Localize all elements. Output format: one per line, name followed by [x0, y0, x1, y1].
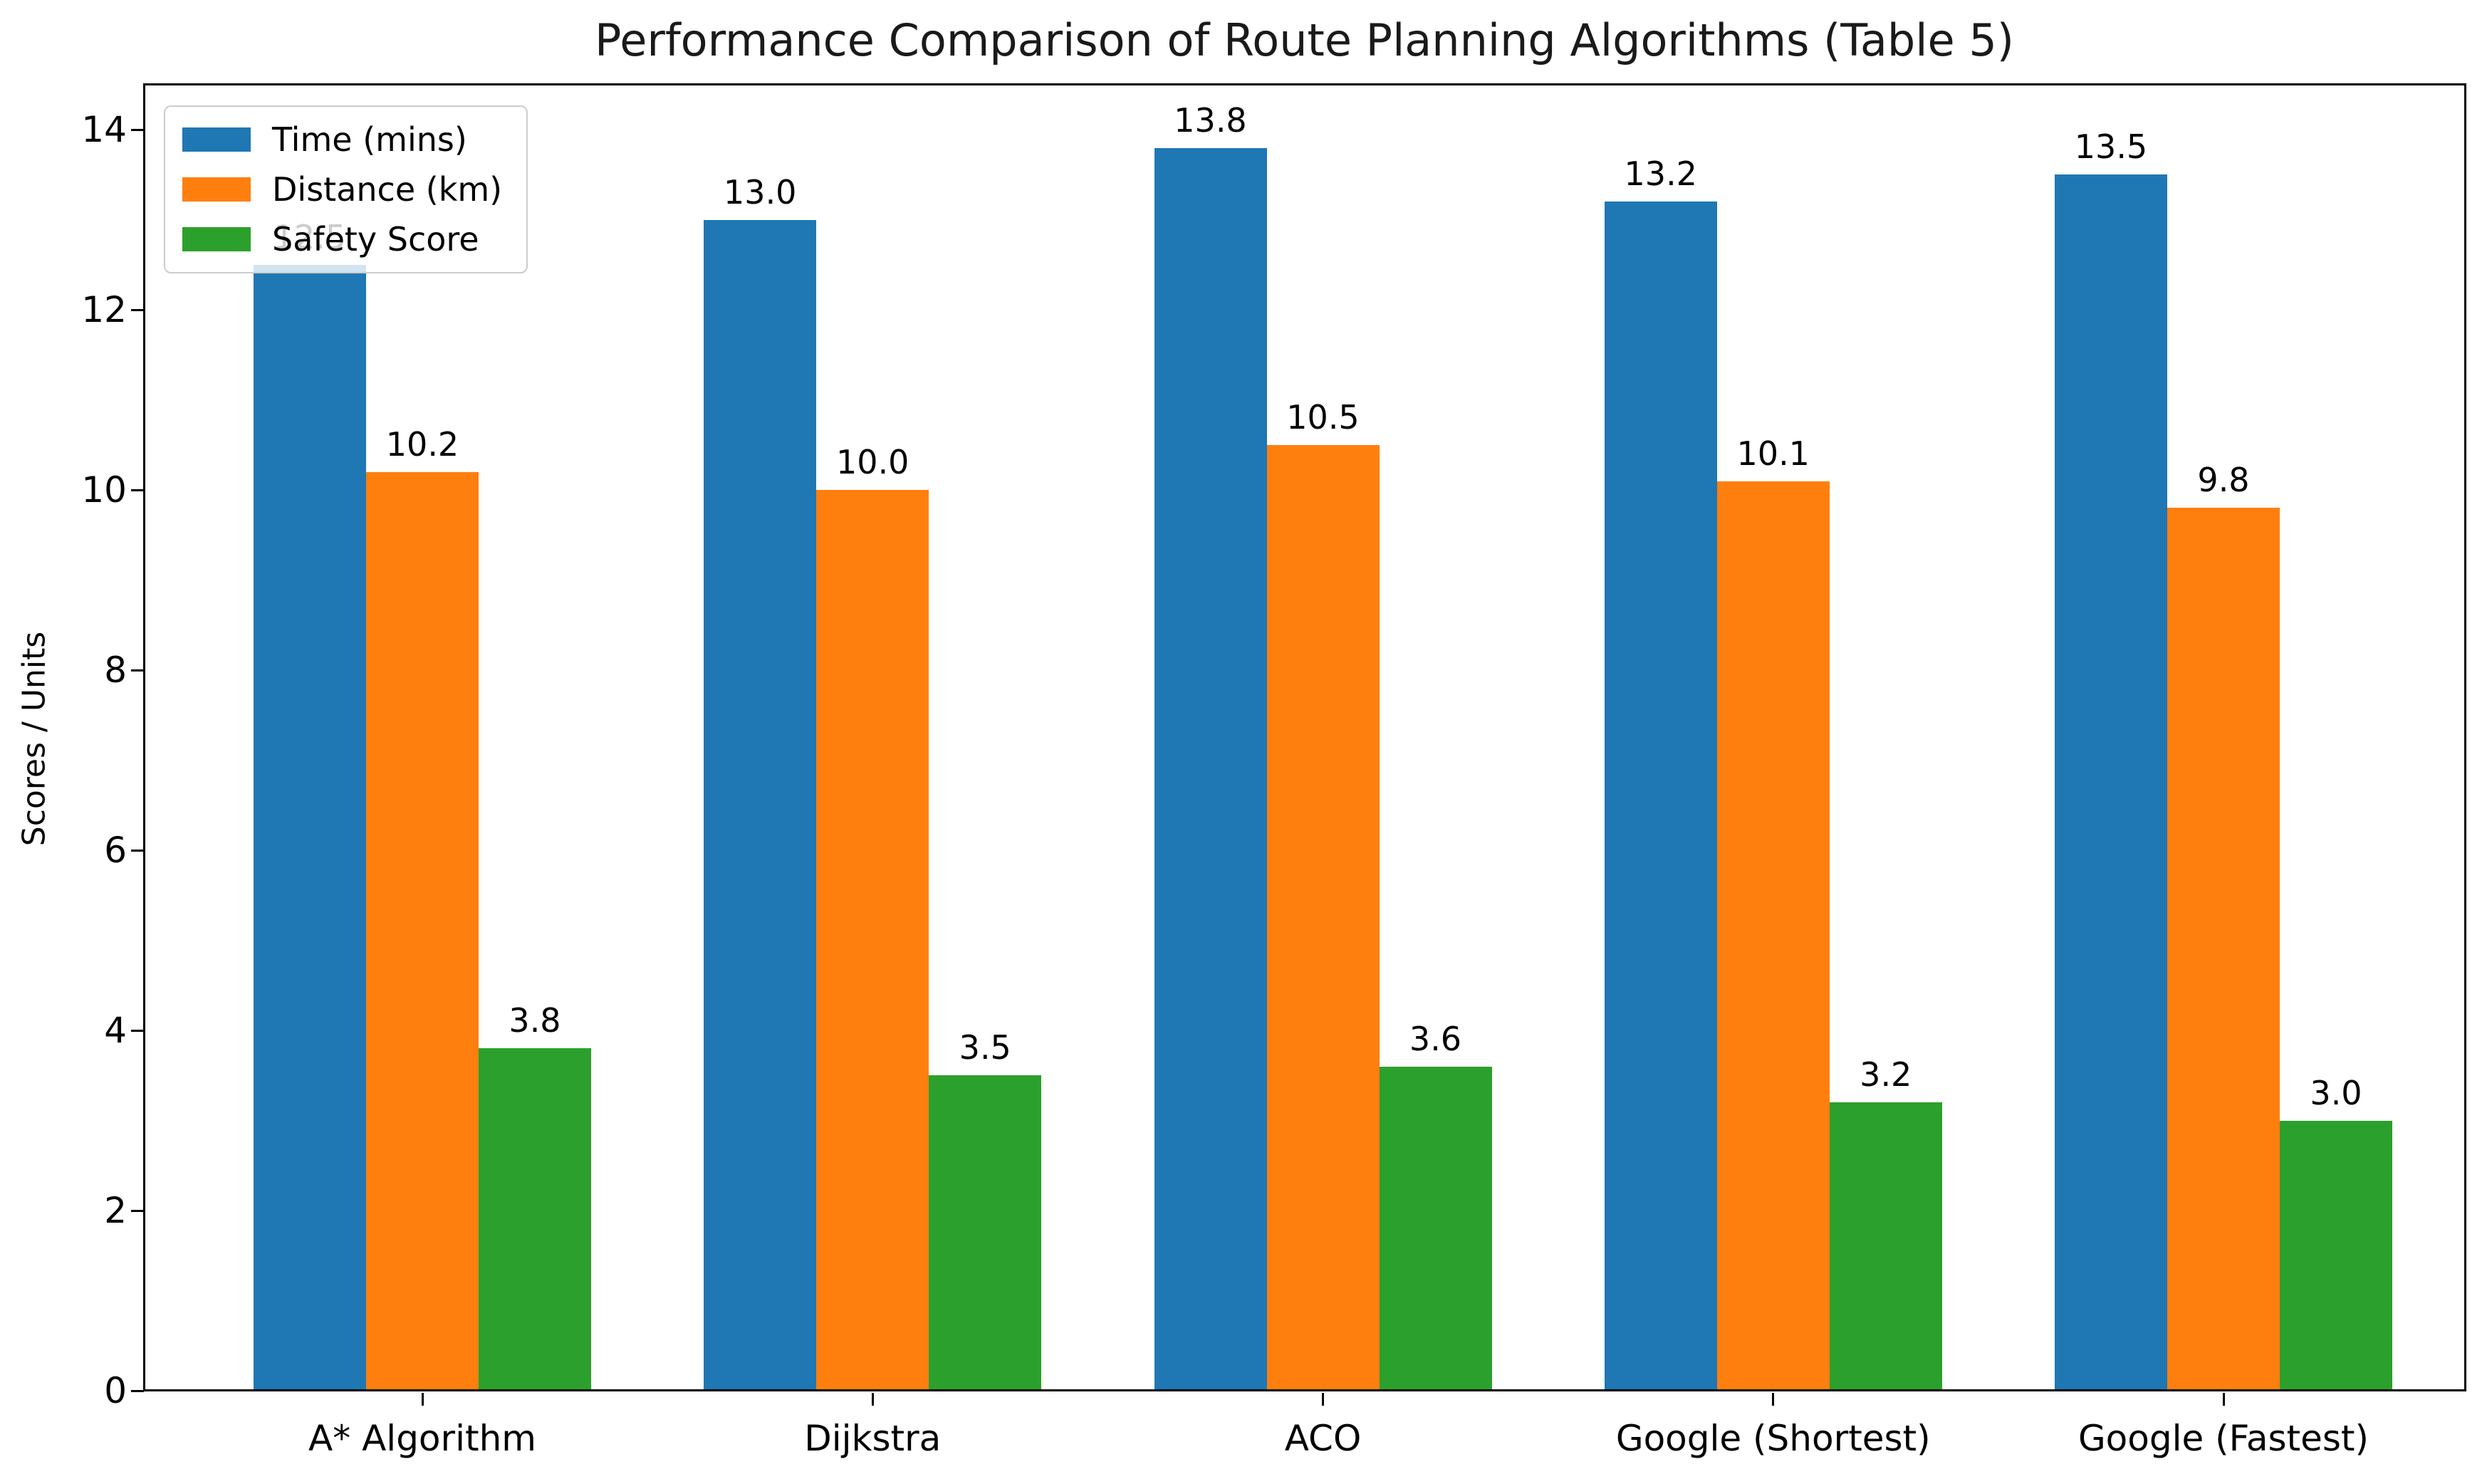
bar-value-label: 3.2 — [1860, 1055, 1912, 1094]
x-tick-label: A* Algorithm — [308, 1418, 536, 1459]
bar-time-mins — [2055, 174, 2167, 1391]
x-tick-mark — [421, 1393, 424, 1406]
y-tick-label: 6 — [104, 830, 127, 872]
y-tick-mark — [131, 488, 144, 491]
bar-value-label: 9.8 — [2197, 461, 2250, 500]
y-tick-mark — [131, 849, 144, 852]
y-tick-label: 12 — [81, 289, 127, 331]
legend-item-safety: Safety Score — [182, 221, 502, 258]
y-tick-mark — [131, 669, 144, 672]
bar-value-label: 13.0 — [724, 172, 797, 211]
bar-distance-km — [816, 490, 929, 1391]
bar-value-label: 10.0 — [836, 443, 909, 482]
bar-time-mins — [704, 219, 817, 1391]
bar-safety-score — [1379, 1066, 1492, 1391]
bar-time-mins — [254, 264, 366, 1391]
x-tick-mark — [1322, 1393, 1324, 1406]
y-tick-mark — [131, 308, 144, 311]
bar-value-label: 13.8 — [1174, 100, 1247, 140]
legend-swatch-safety-icon — [182, 227, 251, 251]
y-axis-label: Scores / Units — [16, 631, 53, 847]
legend-swatch-distance-icon — [182, 177, 251, 202]
bar-value-label: 3.8 — [509, 1001, 561, 1040]
bar-safety-score — [2280, 1120, 2392, 1391]
y-tick-mark — [131, 128, 144, 131]
y-tick-label: 10 — [81, 469, 127, 511]
bar-safety-score — [929, 1075, 1042, 1391]
bar-value-label: 3.5 — [959, 1028, 1011, 1067]
bar-value-label: 3.6 — [1409, 1019, 1462, 1058]
x-tick-label: ACO — [1284, 1418, 1362, 1459]
chart-title: Performance Comparison of Route Planning… — [595, 14, 2014, 66]
bar-value-label: 10.2 — [385, 424, 459, 464]
y-tick-label: 4 — [104, 1010, 127, 1052]
bar-distance-km — [1716, 481, 1830, 1391]
x-tick-label: Google (Shortest) — [1615, 1418, 1931, 1459]
bar-safety-score — [479, 1048, 591, 1391]
y-tick-mark — [131, 1209, 144, 1212]
legend-label-distance: Distance (km) — [272, 170, 503, 209]
bar-value-label: 10.1 — [1736, 434, 1810, 473]
bar-safety-score — [1829, 1102, 1942, 1391]
legend-item-distance: Distance (km) — [182, 171, 502, 208]
legend-label-time: Time (mins) — [272, 120, 467, 159]
x-tick-mark — [871, 1393, 874, 1406]
x-tick-label: Dijkstra — [804, 1418, 942, 1459]
bar-value-label: 10.5 — [1286, 397, 1360, 437]
bar-value-label: 13.2 — [1624, 155, 1697, 194]
legend-swatch-time-icon — [182, 127, 251, 152]
bar-distance-km — [1266, 444, 1380, 1391]
bar-distance-km — [2167, 508, 2280, 1391]
x-tick-mark — [2222, 1393, 2225, 1406]
y-tick-label: 0 — [104, 1370, 127, 1411]
bar-time-mins — [1154, 147, 1267, 1391]
y-tick-label: 2 — [104, 1190, 127, 1232]
y-tick-label: 8 — [104, 649, 127, 691]
bar-value-label: 3.0 — [2310, 1073, 2362, 1112]
legend: Time (mins) Distance (km) Safety Score — [164, 105, 528, 273]
y-tick-mark — [131, 1029, 144, 1032]
y-tick-mark — [131, 1389, 144, 1392]
legend-label-safety: Safety Score — [272, 220, 479, 258]
y-tick-label: 14 — [81, 109, 127, 151]
bar-distance-km — [366, 471, 479, 1391]
x-tick-mark — [1772, 1393, 1775, 1406]
legend-item-time: Time (mins) — [182, 121, 502, 158]
bar-time-mins — [1604, 202, 1717, 1391]
x-tick-label: Google (Fastest) — [2077, 1418, 2370, 1459]
bar-value-label: 13.5 — [2074, 127, 2148, 167]
